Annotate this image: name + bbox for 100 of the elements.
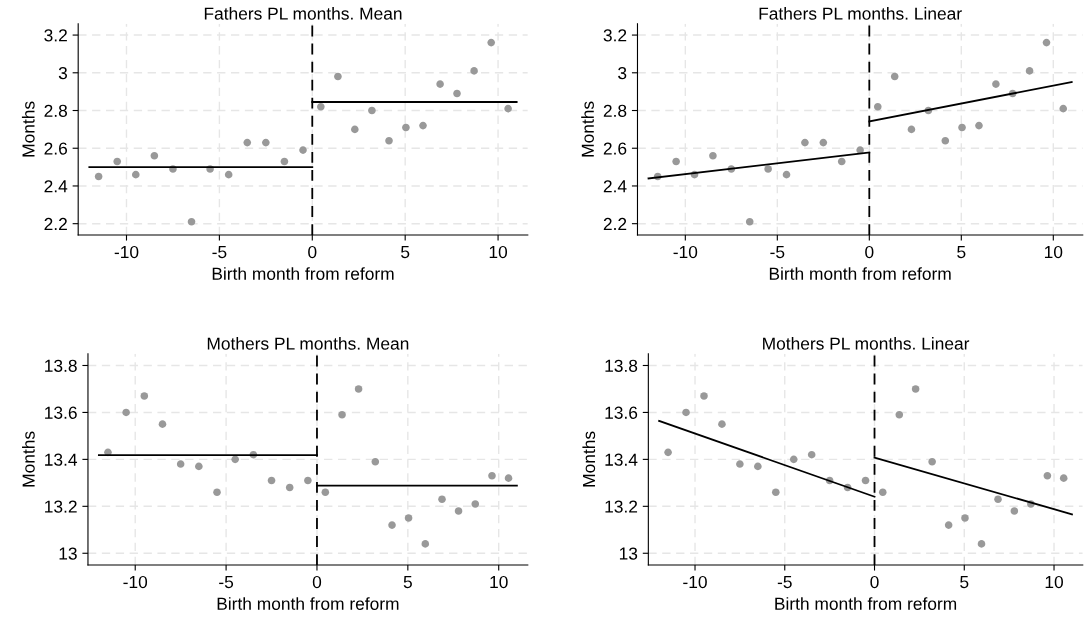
x-tick-label: 10 bbox=[1045, 575, 1063, 589]
x-tick-label: 5 bbox=[401, 246, 410, 259]
x-tick-label: 0 bbox=[870, 575, 879, 589]
point bbox=[911, 385, 920, 393]
x-tick-label: -5 bbox=[212, 246, 227, 259]
y-tick-label: 2.4 bbox=[603, 180, 627, 193]
point bbox=[1042, 38, 1051, 47]
point bbox=[718, 420, 726, 428]
chart-title: Fathers PL months. Linear bbox=[759, 7, 962, 20]
point bbox=[438, 495, 446, 504]
point bbox=[745, 217, 754, 226]
point bbox=[1025, 67, 1034, 75]
point bbox=[700, 392, 708, 400]
y-tick-label: 13 bbox=[619, 547, 638, 560]
point bbox=[404, 514, 413, 522]
x-axis-title: Birth month from reform bbox=[212, 267, 394, 280]
point bbox=[807, 450, 816, 459]
y-tick-label: 13.6 bbox=[45, 406, 77, 419]
x-tick-label: 0 bbox=[312, 575, 322, 589]
y-tick-label: 13.8 bbox=[45, 359, 77, 372]
point bbox=[504, 474, 513, 482]
x-tick-label: -5 bbox=[219, 576, 234, 589]
x-tick-label: 5 bbox=[403, 576, 412, 589]
point bbox=[975, 121, 983, 130]
point bbox=[928, 457, 936, 466]
point bbox=[961, 514, 969, 522]
point bbox=[334, 72, 342, 81]
point bbox=[317, 102, 325, 111]
y-tick-label: 13.6 bbox=[605, 406, 638, 419]
y-tick-label: 13 bbox=[59, 547, 77, 560]
y-tick-label: 2.8 bbox=[603, 104, 627, 117]
point bbox=[1043, 472, 1052, 480]
point bbox=[224, 170, 233, 179]
point bbox=[351, 125, 359, 134]
y-tick-label: 2.2 bbox=[44, 217, 67, 230]
point bbox=[354, 385, 363, 393]
point bbox=[122, 408, 130, 417]
point bbox=[454, 507, 463, 515]
point bbox=[131, 170, 140, 179]
point bbox=[262, 138, 270, 147]
y-tick-label: 3.2 bbox=[603, 29, 627, 42]
point bbox=[213, 488, 221, 497]
point bbox=[304, 476, 312, 485]
point bbox=[878, 488, 887, 497]
point bbox=[321, 488, 330, 497]
point bbox=[299, 146, 307, 154]
x-tick-label: 10 bbox=[489, 245, 508, 259]
point bbox=[158, 420, 167, 428]
point bbox=[150, 151, 159, 160]
y-tick-label: 2.8 bbox=[44, 104, 68, 117]
point bbox=[285, 483, 294, 492]
point bbox=[664, 448, 672, 457]
point bbox=[195, 462, 203, 471]
y-tick-label: 13.2 bbox=[45, 500, 77, 513]
point bbox=[890, 72, 899, 81]
point bbox=[267, 476, 276, 485]
point bbox=[672, 157, 680, 166]
point bbox=[764, 165, 772, 173]
y-tick-label: 2.2 bbox=[603, 217, 627, 230]
y-tick-label: 3 bbox=[58, 66, 68, 80]
x-tick-label: -10 bbox=[123, 575, 148, 589]
point bbox=[771, 488, 780, 497]
y-tick-label: 3 bbox=[618, 66, 627, 80]
point bbox=[709, 151, 717, 160]
x-tick-label: 0 bbox=[865, 245, 874, 259]
point bbox=[994, 495, 1002, 504]
x-tick-label: -5 bbox=[777, 576, 792, 589]
x-axis-title: Birth month from reform bbox=[217, 597, 399, 610]
x-axis-title: Birth month from reform bbox=[769, 267, 951, 280]
point bbox=[819, 138, 828, 147]
point bbox=[470, 67, 478, 75]
point bbox=[736, 460, 744, 468]
x-tick-label: -10 bbox=[673, 245, 698, 259]
point bbox=[504, 104, 512, 113]
y-tick-label: 2.6 bbox=[44, 142, 68, 155]
point bbox=[231, 455, 239, 464]
y-tick-label: 2.6 bbox=[603, 142, 627, 155]
point bbox=[801, 138, 809, 147]
point bbox=[187, 217, 196, 226]
point bbox=[419, 121, 427, 130]
point bbox=[113, 157, 122, 166]
y-tick-label: 13.2 bbox=[605, 500, 638, 513]
chart-title: Mothers PL months. Mean bbox=[207, 337, 409, 350]
point bbox=[895, 410, 904, 419]
point bbox=[754, 462, 762, 471]
x-tick-label: -5 bbox=[770, 246, 785, 259]
y-tick-label: 13.4 bbox=[605, 453, 638, 466]
x-tick-label: 10 bbox=[1044, 245, 1063, 259]
point bbox=[402, 123, 410, 132]
point bbox=[371, 457, 380, 466]
point bbox=[789, 455, 798, 464]
chart-title: Mothers PL months. Linear bbox=[763, 337, 970, 350]
y-axis-title: Months bbox=[581, 101, 594, 157]
x-tick-label: 0 bbox=[308, 245, 317, 259]
point bbox=[856, 146, 864, 154]
point bbox=[368, 106, 376, 115]
y-tick-label: 13.8 bbox=[605, 359, 638, 372]
point bbox=[1010, 507, 1019, 515]
point bbox=[958, 123, 966, 132]
x-tick-label: 5 bbox=[960, 576, 969, 589]
